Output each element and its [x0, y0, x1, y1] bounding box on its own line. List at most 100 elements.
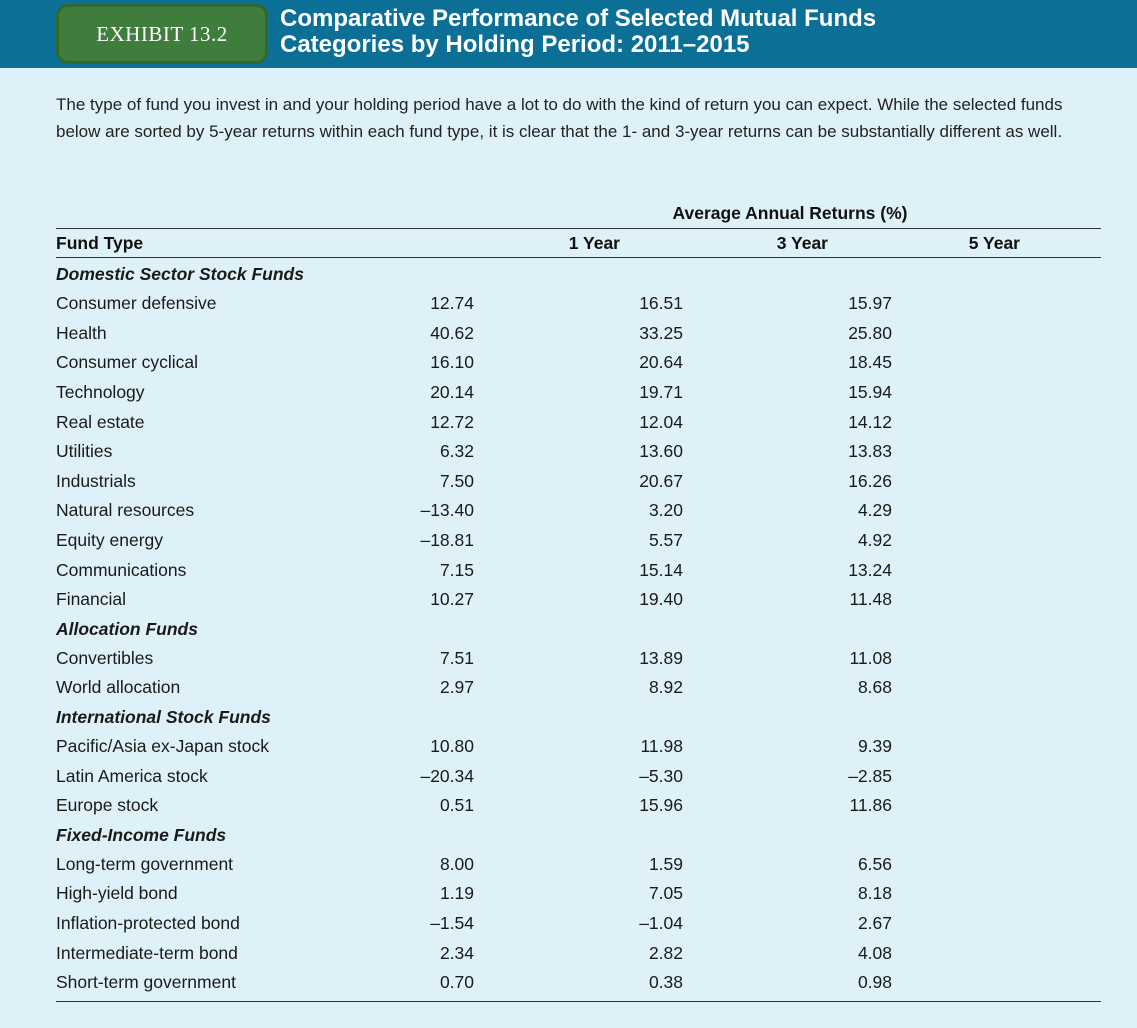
table-row: Consumer defensive 12.74 16.51 15.97	[56, 289, 1101, 319]
fund-name-cell: Utilities	[56, 441, 113, 462]
table-cell-spacer	[892, 555, 1101, 585]
table-row: Technology 20.14 19.71 15.94	[56, 378, 1101, 408]
return-3-year-cell: –1.04	[639, 912, 683, 933]
return-5-year-cell: 13.24	[848, 559, 892, 580]
table-cell-spacer	[892, 968, 1101, 998]
return-5-year-cell: 0.98	[857, 972, 892, 993]
return-5-year-cell: 13.83	[848, 441, 892, 462]
return-1-year-cell: 0.70	[439, 972, 474, 993]
fund-name-cell: Long-term government	[56, 853, 234, 874]
table-row: Consumer cyclical 16.10 20.64 18.45	[56, 348, 1101, 378]
section-header-row: International Stock Funds	[56, 703, 1101, 732]
exhibit-title: Comparative Performance of Selected Mutu…	[280, 6, 1120, 58]
table-row: Industrials 7.50 20.67 16.26	[56, 467, 1101, 497]
table-cell-spacer	[892, 407, 1101, 437]
return-3-year-cell: 8.92	[648, 677, 683, 698]
table-cell-spacer	[892, 673, 1101, 703]
table-cell-spacer	[892, 909, 1101, 939]
fund-name-cell: Health	[56, 322, 107, 343]
fund-name-cell: Industrials	[56, 470, 136, 491]
table-row: Europe stock 0.51 15.96 11.86	[56, 791, 1101, 821]
return-5-year-cell: 11.48	[849, 589, 893, 610]
fund-name-cell: Equity energy	[56, 530, 164, 551]
table-row: Intermediate-term bond 2.34 2.82 4.08	[56, 938, 1101, 968]
return-1-year-cell: –1.54	[430, 912, 474, 933]
return-5-year-cell: 4.08	[857, 942, 892, 963]
column-header-3-year: 3 Year	[776, 233, 828, 253]
return-3-year-cell: 11.98	[640, 736, 684, 757]
table-row: Health 40.62 33.25 25.80	[56, 319, 1101, 349]
table-cell-spacer	[892, 496, 1101, 526]
return-5-year-cell: 16.26	[848, 470, 892, 491]
table-row: Long-term government 8.00 1.59 6.56	[56, 850, 1101, 880]
return-5-year-cell: 2.67	[857, 912, 892, 933]
returns-table-body: Domestic Sector Stock Funds Consumer defe…	[56, 260, 1101, 997]
return-1-year-cell: 8.00	[439, 853, 474, 874]
return-3-year-cell: 5.57	[648, 530, 683, 551]
section-header-row: Fixed-Income Funds	[56, 821, 1101, 850]
fund-name-cell: Convertibles	[56, 647, 154, 668]
return-3-year-cell: 20.67	[639, 470, 683, 491]
return-5-year-cell: 14.12	[848, 411, 892, 432]
table-cell-spacer	[892, 289, 1101, 319]
group-header: Average Annual Returns (%)	[672, 203, 908, 223]
return-1-year-cell: –18.81	[420, 530, 474, 551]
table-cell-spacer	[892, 348, 1101, 378]
fund-name-cell: Inflation-protected bond	[56, 912, 240, 933]
section-title: Domestic Sector Stock Funds	[56, 264, 304, 284]
fund-name-cell: Intermediate-term bond	[56, 942, 238, 963]
table-cell-spacer	[892, 526, 1101, 556]
return-1-year-cell: –13.40	[420, 500, 474, 521]
return-3-year-cell: 3.20	[648, 500, 683, 521]
exhibit-header: EXHIBIT 13.2 Comparative Performance of …	[0, 0, 1137, 68]
column-header-1-year: 1 Year	[568, 233, 620, 253]
fund-name-cell: Natural resources	[56, 500, 195, 521]
table-cell-spacer	[892, 732, 1101, 762]
table-cell-spacer	[892, 467, 1101, 497]
section-title: Fixed-Income Funds	[56, 824, 227, 845]
return-5-year-cell: 15.94	[848, 382, 892, 403]
fund-name-cell: Latin America stock	[56, 765, 208, 786]
table-cell-spacer	[892, 791, 1101, 821]
table-row: Latin America stock –20.34 –5.30 –2.85	[56, 761, 1101, 791]
table-row: Equity energy –18.81 5.57 4.92	[56, 526, 1101, 556]
table-cell-spacer	[892, 879, 1101, 909]
return-5-year-cell: 15.97	[848, 293, 892, 314]
table-row: Financial 10.27 19.40 11.48	[56, 585, 1101, 615]
return-3-year-cell: –5.30	[639, 765, 683, 786]
table-cell-spacer	[892, 319, 1101, 349]
column-header-fund-type: Fund Type	[56, 233, 144, 253]
return-5-year-cell: 11.86	[849, 795, 893, 816]
exhibit-badge: EXHIBIT 13.2	[56, 4, 268, 64]
return-3-year-cell: 15.14	[639, 559, 683, 580]
return-5-year-cell: 18.45	[848, 352, 892, 373]
return-1-year-cell: 10.80	[430, 736, 474, 757]
return-5-year-cell: 6.56	[857, 853, 892, 874]
table-row: Short-term government 0.70 0.38 0.98	[56, 968, 1101, 998]
fund-name-cell: Europe stock	[56, 795, 159, 816]
return-5-year-cell: 9.39	[857, 736, 892, 757]
table-cell-spacer	[892, 585, 1101, 615]
section-title: International Stock Funds	[56, 706, 271, 727]
return-1-year-cell: 7.51	[439, 647, 474, 668]
table-row: Communications 7.15 15.14 13.24	[56, 555, 1101, 585]
table-cell-spacer	[892, 644, 1101, 674]
fund-name-cell: Pacific/Asia ex-Japan stock	[56, 736, 270, 757]
return-3-year-cell: 15.96	[639, 795, 683, 816]
return-5-year-cell: 4.92	[857, 530, 892, 551]
exhibit-title-line2: Categories by Holding Period: 2011–2015	[280, 31, 750, 58]
return-3-year-cell: 1.59	[648, 853, 683, 874]
return-5-year-cell: 11.08	[849, 647, 893, 668]
table-row: World allocation 2.97 8.92 8.68	[56, 673, 1101, 703]
section-header-row: Domestic Sector Stock Funds	[56, 260, 1101, 289]
table-bottom-rule	[56, 1001, 1101, 1002]
return-1-year-cell: 12.74	[430, 293, 474, 314]
table-row: Natural resources –13.40 3.20 4.29	[56, 496, 1101, 526]
return-1-year-cell: 7.15	[439, 559, 474, 580]
table-cell-spacer	[892, 938, 1101, 968]
table-row: High-yield bond 1.19 7.05 8.18	[56, 879, 1101, 909]
table-row: Pacific/Asia ex-Japan stock 10.80 11.98 9.3…	[56, 732, 1101, 762]
return-3-year-cell: 13.60	[639, 441, 683, 462]
fund-name-cell: Short-term government	[56, 972, 236, 993]
return-3-year-cell: 7.05	[648, 883, 683, 904]
